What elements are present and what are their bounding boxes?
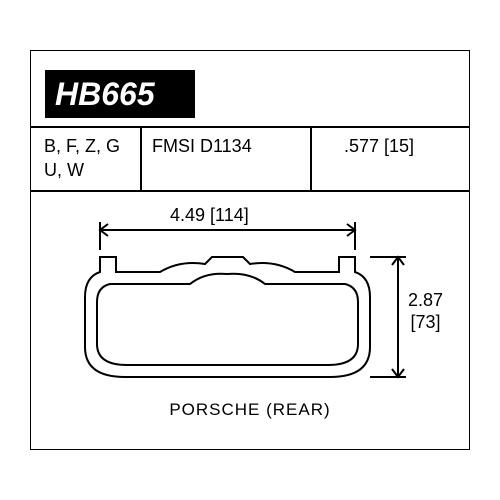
brake-pad-diagram (30, 192, 470, 392)
part-number: HB665 (55, 76, 155, 113)
divider (310, 126, 312, 190)
application-caption: PORSCHE (REAR) (0, 400, 500, 420)
divider (30, 126, 470, 128)
divider (140, 126, 142, 190)
thickness-dim: .577 [15] (344, 136, 414, 157)
compound-codes: B, F, Z, G (44, 136, 120, 157)
fmsi-code: FMSI D1134 (152, 136, 252, 157)
part-number-box: HB665 (45, 70, 195, 118)
compound-codes: U, W (44, 160, 84, 181)
